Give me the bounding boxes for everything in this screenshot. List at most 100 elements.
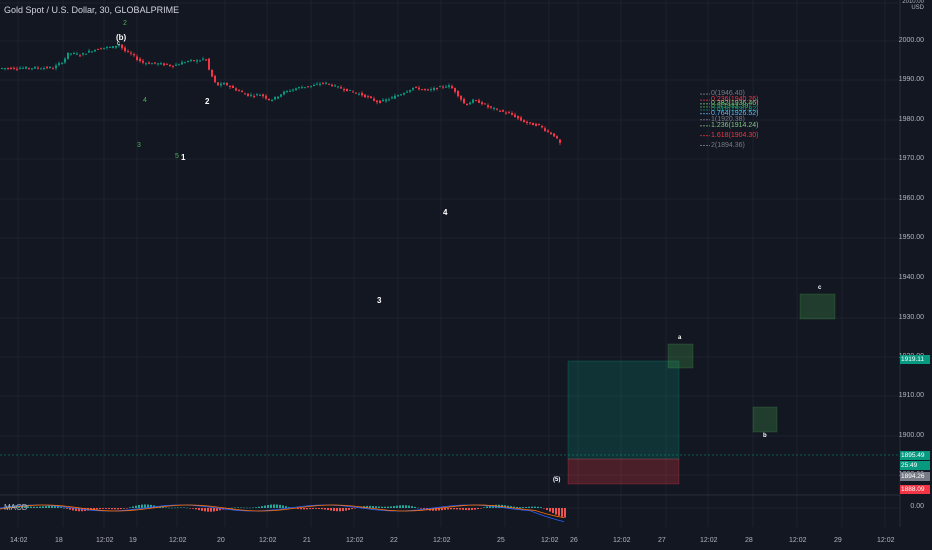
candle-body: [511, 112, 513, 115]
candle-body: [238, 90, 240, 92]
x-tick-label: 22: [390, 537, 398, 544]
candle-body: [382, 99, 384, 102]
candle-body: [487, 105, 489, 108]
wave-label: 2: [205, 97, 210, 106]
candle-body: [157, 63, 159, 65]
macd-histogram-bar: [147, 504, 149, 508]
candle-body: [403, 92, 405, 95]
macd-histogram-bar: [45, 506, 47, 508]
macd-histogram-bar: [345, 508, 347, 511]
macd-histogram-bar: [252, 507, 254, 509]
macd-histogram-bar: [336, 508, 338, 512]
macd-histogram-bar: [399, 505, 401, 508]
macd-histogram-bar: [219, 508, 221, 511]
macd-histogram-bar: [516, 506, 518, 508]
macd-histogram-bar: [555, 508, 557, 515]
candle-body: [61, 62, 63, 64]
macd-histogram-bar: [93, 508, 95, 510]
candle-body: [106, 46, 108, 48]
candle-body: [550, 132, 552, 135]
candle-body: [208, 58, 210, 70]
macd-histogram-bar: [24, 505, 26, 508]
candle-body: [175, 64, 177, 66]
candle-body: [103, 47, 105, 49]
candle-body: [301, 87, 303, 89]
candle-body: [121, 44, 123, 49]
macd-histogram-bar: [396, 505, 398, 508]
candle-body: [391, 97, 393, 99]
x-tick-label: 12:02: [169, 537, 187, 544]
macd-histogram-bar: [417, 507, 419, 509]
candle-body: [172, 65, 174, 67]
macd-histogram-bar: [42, 506, 44, 508]
x-tick-label: 12:02: [789, 537, 807, 544]
candle-body: [442, 86, 444, 88]
macd-histogram-bar: [246, 507, 248, 509]
candle-body: [37, 67, 39, 69]
fib-level-label: 0(1946.40): [711, 90, 745, 98]
candle-body: [82, 53, 84, 55]
x-tick-label: 21: [303, 537, 311, 544]
candle-body: [448, 85, 450, 87]
macd-histogram-bar: [120, 508, 122, 510]
candle-body: [439, 86, 441, 88]
macd-histogram-bar: [333, 508, 335, 511]
candle-body: [298, 87, 300, 89]
macd-histogram-bar: [129, 507, 131, 508]
candle-body: [418, 87, 420, 90]
x-tick-label: 12:02: [613, 537, 631, 544]
candle-body: [151, 63, 153, 65]
candle-body: [370, 96, 372, 99]
candle-body: [76, 53, 78, 55]
macd-histogram-bar: [483, 507, 485, 508]
candle-body: [229, 85, 231, 87]
macd-histogram-bar: [312, 508, 314, 509]
candle-body: [13, 67, 15, 69]
macd-histogram-bar: [261, 506, 263, 508]
candle-body: [43, 68, 45, 70]
macd-histogram-bar: [300, 508, 302, 510]
candle-body: [541, 125, 543, 128]
candle-body: [397, 95, 399, 97]
wave-b-box: [752, 406, 778, 433]
candle-body: [394, 95, 396, 99]
candle-body: [184, 62, 186, 64]
macd-histogram-bar: [132, 506, 134, 508]
macd-histogram-bar: [210, 508, 212, 512]
wave-label: c: [117, 41, 120, 47]
candle-body: [463, 98, 465, 104]
macd-histogram-bar: [510, 506, 512, 508]
candle-body: [505, 112, 507, 114]
candle-body: [493, 108, 495, 110]
candle-body: [457, 90, 459, 97]
macd-histogram-bar: [237, 507, 239, 508]
macd-histogram-bar: [471, 508, 473, 511]
wave-label: (5): [553, 477, 561, 483]
y-tick-label: 1980.00: [898, 116, 924, 123]
y-tick-label: 2000.00: [898, 37, 924, 44]
y-tick-label: 1910.00: [898, 392, 924, 399]
candle-body: [409, 89, 411, 92]
macd-histogram-bar: [186, 507, 188, 509]
macd-histogram-bar: [390, 506, 392, 508]
macd-histogram-bar: [282, 505, 284, 508]
macd-histogram-bar: [30, 506, 32, 508]
candle-body: [145, 63, 147, 65]
candle-body: [385, 99, 387, 102]
chart-title: Gold Spot / U.S. Dollar, 30, GLOBALPRIME: [4, 5, 180, 15]
macd-histogram-bar: [375, 506, 377, 508]
macd-histogram-bar: [315, 508, 317, 509]
wave-label: 3: [377, 296, 382, 305]
fib-level-label: 0.382(1936.46): [711, 99, 759, 107]
macd-histogram-bar: [258, 506, 260, 508]
macd-histogram-bar: [528, 506, 530, 508]
candle-body: [373, 98, 375, 101]
candle-body: [133, 54, 135, 56]
x-tick-label: 12:02: [433, 537, 451, 544]
wave-label: a: [678, 335, 682, 341]
macd-histogram-bar: [177, 507, 179, 509]
macd-histogram-bar: [441, 508, 443, 511]
macd-histogram-bar: [171, 507, 173, 509]
